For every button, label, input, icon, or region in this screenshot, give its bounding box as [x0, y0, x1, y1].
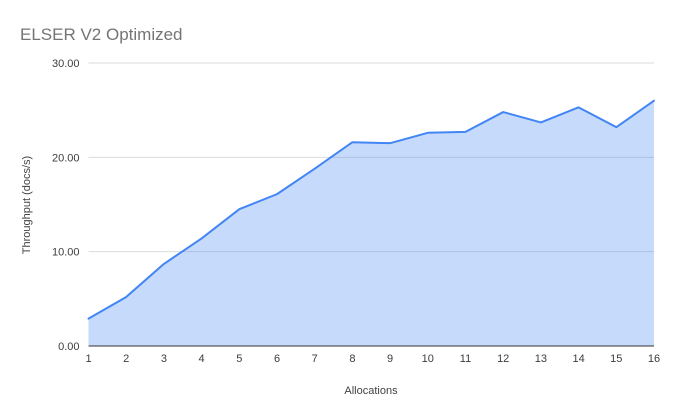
- x-tick-label: 10: [422, 353, 434, 365]
- x-tick-label: 3: [161, 353, 167, 365]
- chart-title: ELSER V2 Optimized: [20, 25, 183, 44]
- y-tick-label: 0.00: [58, 341, 79, 353]
- y-tick-label: 10.00: [52, 247, 80, 259]
- x-tick-label: 15: [610, 353, 622, 365]
- y-tick-label: 20.00: [52, 152, 80, 164]
- x-tick-label: 1: [85, 353, 91, 365]
- y-tick-label: 30.00: [52, 58, 80, 70]
- x-tick-label: 5: [236, 353, 242, 365]
- x-tick-label: 8: [349, 353, 355, 365]
- x-tick-label: 11: [460, 353, 471, 365]
- x-tick-label: 6: [274, 353, 280, 365]
- area-fill: [88, 100, 654, 346]
- x-axis-title: Allocations: [344, 385, 398, 397]
- x-tick-label: 9: [387, 353, 393, 365]
- x-tick-label: 14: [572, 353, 584, 365]
- series-line: [87, 99, 655, 320]
- x-tick-label: 12: [497, 353, 509, 365]
- x-tick-label: 2: [123, 353, 129, 365]
- x-tick-label: 13: [535, 353, 547, 365]
- x-tick-label: 16: [648, 353, 660, 365]
- x-tick-label: 4: [199, 353, 205, 365]
- x-tick-label: 7: [312, 353, 318, 365]
